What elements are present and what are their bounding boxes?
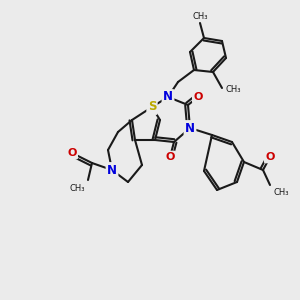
Text: N: N: [163, 91, 173, 103]
Text: N: N: [185, 122, 195, 134]
Text: N: N: [107, 164, 117, 176]
Text: O: O: [265, 152, 275, 162]
Text: S: S: [148, 100, 156, 113]
Text: O: O: [193, 92, 203, 102]
Text: CH₃: CH₃: [225, 85, 241, 94]
Text: CH₃: CH₃: [273, 188, 289, 197]
Text: CH₃: CH₃: [70, 184, 85, 193]
Text: CH₃: CH₃: [192, 12, 208, 21]
Text: O: O: [67, 148, 77, 158]
Text: O: O: [165, 152, 175, 162]
